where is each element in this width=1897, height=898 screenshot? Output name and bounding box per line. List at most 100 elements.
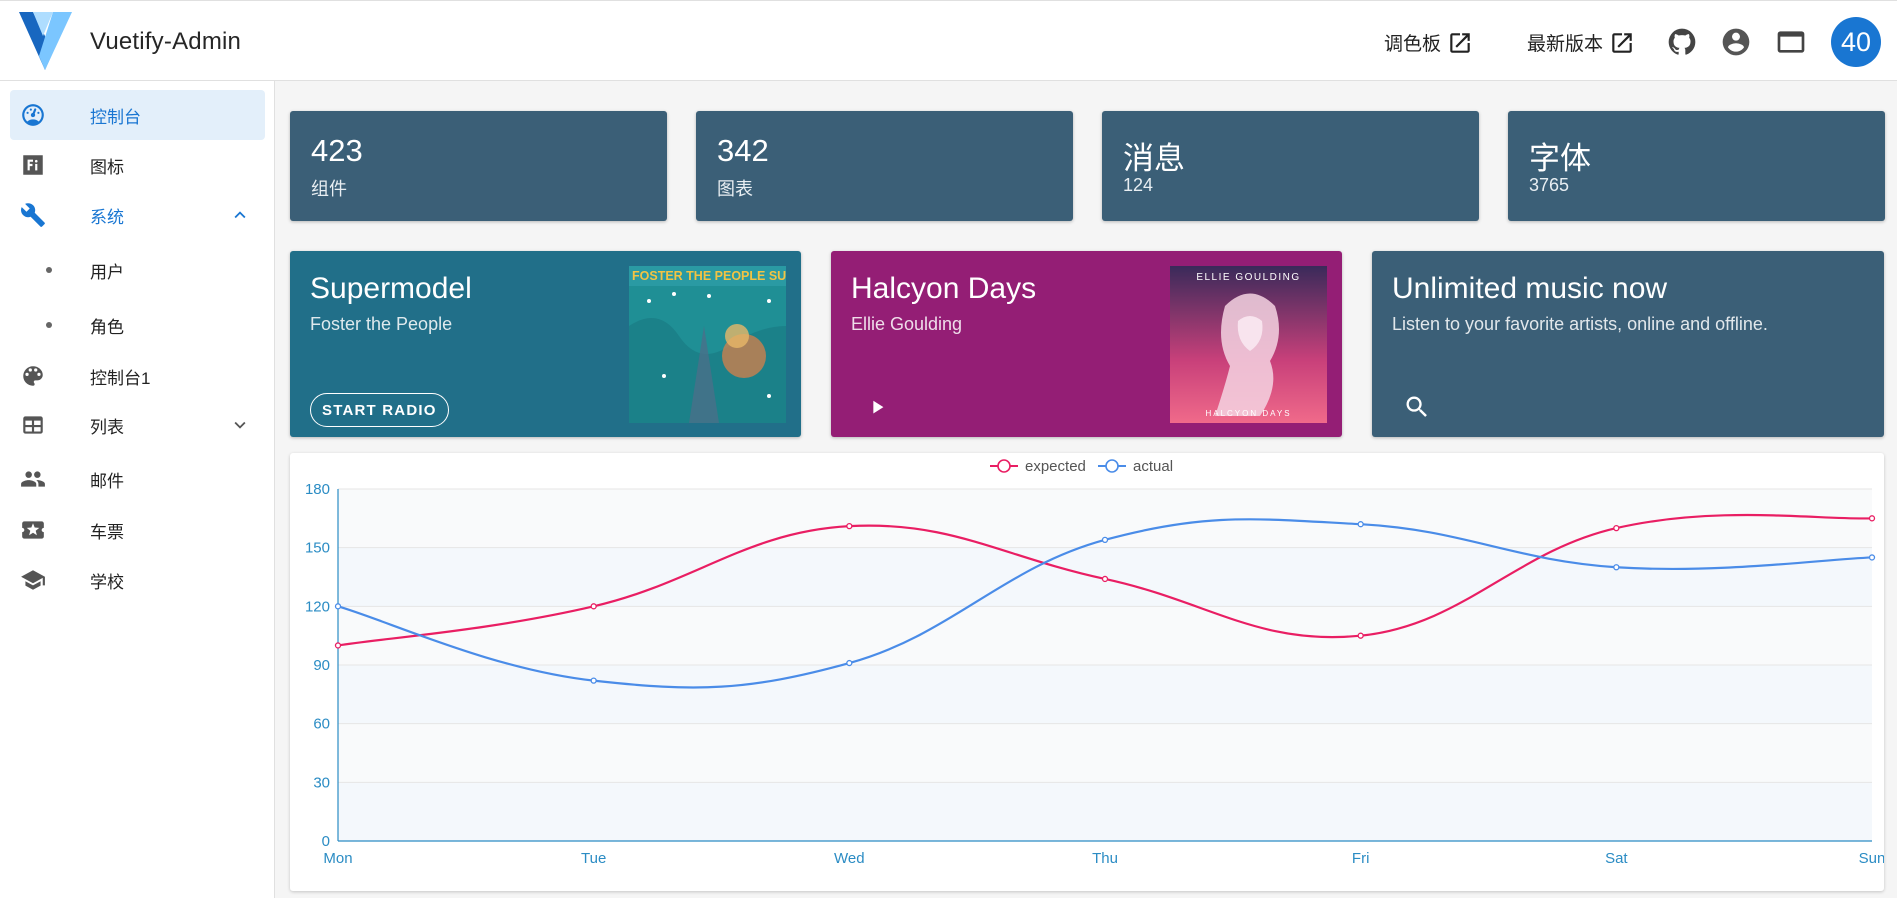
- stat-card-charts: 342 图表: [696, 111, 1073, 221]
- dashboard-icon: [20, 102, 46, 128]
- sidebar: 控制台 图标 系统 用户 角色 控制台1 列表: [0, 81, 275, 898]
- x-tick-label: Sun: [1859, 850, 1884, 867]
- data-point-expected: [590, 603, 597, 610]
- app-title: Vuetify-Admin: [90, 28, 242, 55]
- stat-label: 组件: [311, 179, 347, 199]
- album-cover-text: HALCYON DAYS: [1205, 409, 1291, 418]
- account-circle-icon[interactable]: [1720, 26, 1752, 58]
- font-awesome-icon: [20, 152, 46, 178]
- search-icon[interactable]: [1403, 393, 1431, 421]
- x-tick-label: Thu: [1092, 850, 1118, 867]
- stat-value: 423: [311, 133, 363, 168]
- album-cover-text: FOSTER THE PEOPLE SUPERMODEL: [632, 269, 786, 283]
- data-point-expected: [1868, 515, 1876, 522]
- stat-card-components: 423 组件: [290, 111, 667, 221]
- data-point-actual: [1868, 554, 1876, 561]
- data-point-expected: [334, 642, 342, 649]
- stat-value: 消息: [1123, 141, 1185, 176]
- sidebar-subitem-roles[interactable]: 角色: [10, 300, 265, 350]
- sidebar-item-icons[interactable]: 图标: [10, 140, 265, 190]
- music-artist: Ellie Goulding: [851, 314, 963, 334]
- x-tick-label: Tue: [581, 850, 606, 867]
- play-icon[interactable]: [866, 396, 888, 418]
- app-bar: Vuetify-Admin 调色板 最新版本 40: [0, 0, 1897, 81]
- palette-link-label: 调色板: [1384, 34, 1442, 55]
- legend-label: expected: [1025, 458, 1086, 475]
- y-tick-label: 150: [305, 540, 330, 557]
- x-tick-label: Mon: [323, 850, 352, 867]
- sidebar-item-mail[interactable]: 邮件: [10, 454, 265, 504]
- sidebar-item-label: 用户: [90, 262, 124, 282]
- bullet-dot: [46, 322, 52, 328]
- bullet-dot: [46, 267, 52, 273]
- stat-value: 342: [717, 133, 769, 168]
- sidebar-item-label: 车票: [90, 522, 124, 542]
- y-tick-label: 0: [322, 833, 330, 850]
- ticket-icon: [20, 517, 46, 543]
- music-title: Supermodel: [310, 272, 472, 305]
- school-icon: [20, 567, 46, 593]
- sidebar-item-dashboard[interactable]: 控制台: [10, 90, 265, 140]
- sidebar-item-dashboard1[interactable]: 控制台1: [10, 351, 265, 401]
- people-icon: [20, 466, 46, 492]
- start-radio-button[interactable]: START RADIO: [310, 393, 449, 427]
- stat-label: 3765: [1529, 175, 1570, 195]
- sidebar-subitem-users[interactable]: 用户: [10, 245, 265, 295]
- chart-band: [338, 665, 1872, 724]
- stat-value: 字体: [1529, 141, 1591, 176]
- data-point-actual: [1613, 564, 1620, 571]
- sidebar-item-system[interactable]: 系统: [10, 190, 265, 240]
- album-cover-text: ELLIE GOULDING: [1196, 272, 1300, 283]
- data-point-actual: [1357, 521, 1364, 528]
- fullscreen-window-icon[interactable]: [1775, 26, 1807, 58]
- stat-card-fonts: 字体 3765: [1508, 111, 1885, 221]
- sidebar-item-label: 学校: [90, 572, 124, 592]
- stat-card-messages: 消息 124: [1102, 111, 1479, 221]
- data-point-actual: [334, 603, 342, 610]
- data-point-actual: [846, 659, 853, 667]
- album-cover-halcyon: ELLIE GOULDING HALCYON DAYS: [1170, 266, 1327, 423]
- x-tick-label: Sat: [1605, 850, 1628, 867]
- open-in-new-icon: [1612, 32, 1632, 53]
- sidebar-item-label: 控制台: [90, 107, 141, 127]
- data-point-actual: [590, 677, 597, 684]
- music-artist: Foster the People: [310, 314, 453, 334]
- latest-version-label: 最新版本: [1527, 34, 1604, 55]
- y-tick-label: 30: [313, 774, 330, 791]
- chart-band: [338, 723, 1872, 783]
- music-card-supermodel: Supermodel Foster the People START RADIO…: [290, 251, 801, 437]
- sidebar-item-label: 角色: [90, 317, 124, 337]
- sidebar-item-school[interactable]: 学校: [10, 555, 265, 605]
- vuetify-logo-icon[interactable]: [19, 12, 72, 70]
- github-icon[interactable]: [1666, 26, 1698, 58]
- sidebar-item-label: 列表: [90, 417, 124, 437]
- palette-link[interactable]: 调色板: [1384, 29, 1473, 56]
- music-card-unlimited: Unlimited music now Listen to your favor…: [1372, 251, 1884, 437]
- sidebar-item-list[interactable]: 列表: [10, 400, 265, 450]
- avatar[interactable]: 40: [1831, 17, 1881, 67]
- line-chart: 0 30 60 90 120 150 180 Mon Tue Wed Thu Fri Sat Sun exp…: [305, 458, 1884, 867]
- x-tick-label: Wed: [834, 850, 865, 867]
- data-point-expected: [846, 523, 853, 530]
- table-icon: [20, 412, 46, 438]
- palette-icon: [20, 363, 46, 389]
- sidebar-item-ticket[interactable]: 车票: [10, 505, 265, 555]
- data-point-actual: [1101, 536, 1109, 543]
- stat-label: 图表: [717, 179, 753, 199]
- data-point-expected: [1101, 575, 1109, 583]
- y-tick-label: 120: [305, 598, 330, 615]
- legend-marker: [997, 459, 1011, 473]
- chart-band: [338, 782, 1872, 841]
- line-chart-card: 0 30 60 90 120 150 180 Mon Tue Wed Thu Fri Sat Sun exp…: [290, 453, 1884, 891]
- chevron-up-icon[interactable]: [229, 204, 251, 226]
- chevron-down-icon[interactable]: [229, 414, 251, 436]
- y-tick-label: 90: [313, 657, 330, 674]
- sidebar-item-label: 图标: [90, 157, 124, 177]
- open-in-new-icon: [1450, 32, 1470, 53]
- data-point-expected: [1613, 524, 1620, 532]
- sidebar-item-label: 系统: [90, 207, 124, 227]
- y-tick-label: 180: [305, 481, 330, 498]
- latest-version-link[interactable]: 最新版本: [1527, 29, 1635, 56]
- music-card-halcyon: Halcyon Days Ellie Goulding ELLIE GOULDI…: [831, 251, 1342, 437]
- stat-label: 124: [1123, 175, 1154, 195]
